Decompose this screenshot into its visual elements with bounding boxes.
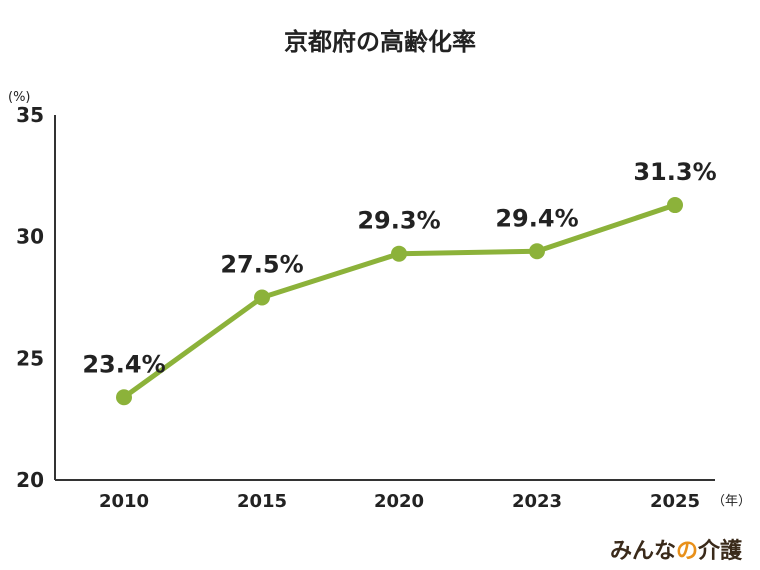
logo-text-tail: 介護: [697, 538, 743, 564]
x-tick-label: 2010: [99, 491, 149, 512]
logo-text-accent: の: [676, 539, 698, 564]
logo-text-main: みんな: [610, 539, 676, 564]
x-axis-unit: （年）: [712, 494, 751, 509]
data-labels: 23.4% 27.5% 29.3% 29.4% 31.3%: [82, 158, 716, 378]
x-tick-label: 2015: [237, 491, 287, 512]
y-tick-labels: 20 25 30 35: [16, 103, 44, 492]
svg-text:みんなの介護: みんなの介護: [610, 538, 743, 564]
y-tick-label: 25: [16, 346, 44, 370]
x-tick-labels: 2010 2015 2020 2023 2025: [99, 491, 700, 512]
chart-title: 京都府の高齢化率: [284, 28, 476, 56]
data-point: [667, 197, 683, 214]
x-tick-label: 2025: [650, 491, 700, 512]
brand-logo: みんなの介護: [610, 538, 743, 564]
data-point: [254, 289, 270, 306]
data-label: 29.3%: [357, 207, 440, 235]
data-point: [116, 389, 132, 406]
y-axis-unit: (%): [8, 90, 31, 105]
data-label: 23.4%: [82, 350, 165, 378]
data-point: [391, 245, 407, 262]
y-tick-label: 20: [16, 468, 44, 492]
data-label: 29.4%: [495, 204, 578, 232]
x-tick-label: 2023: [512, 491, 562, 512]
data-point: [529, 243, 545, 260]
y-tick-label: 35: [16, 103, 44, 127]
data-points: [116, 197, 683, 406]
y-tick-label: 30: [16, 225, 44, 249]
data-label: 27.5%: [220, 251, 303, 279]
x-tick-label: 2020: [374, 491, 424, 512]
data-label: 31.3%: [633, 158, 716, 186]
